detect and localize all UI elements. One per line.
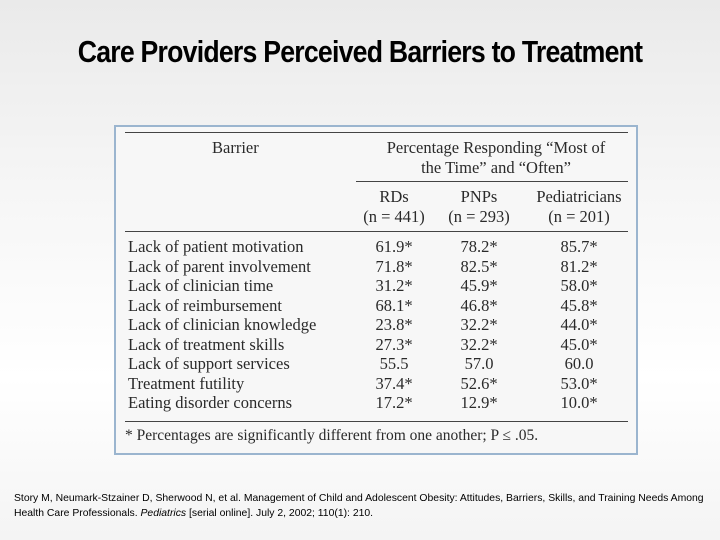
pnps-value: 32.2* — [460, 334, 498, 354]
pediatricians-value: 45.0* — [560, 334, 598, 354]
rds-value: 27.3* — [375, 334, 413, 354]
pnps-value: 45.9* — [460, 276, 498, 295]
citation-journal: Pediatrics — [140, 508, 187, 519]
pnps-value: 82.5* — [460, 256, 498, 276]
pnps-value: 78.2* — [460, 237, 498, 256]
table-bottom-rule — [125, 421, 628, 422]
rds-value: 61.9* — [375, 237, 413, 256]
header-bottom-rule — [125, 231, 628, 232]
col-n-pediatricians: (n = 201) — [548, 207, 610, 226]
pediatricians-value: 45.8* — [560, 295, 598, 315]
citation-text: Story M, Neumark-Stzainer D, Sherwood N,… — [14, 493, 704, 519]
barrier-label: Lack of support services — [128, 354, 290, 373]
citation-details: [serial online]. July 2, 2002; 110(1): 2… — [186, 508, 374, 519]
header-group-rule — [356, 181, 628, 182]
col-n-rds: (n = 441) — [363, 207, 425, 226]
table-top-rule — [125, 132, 628, 133]
barrier-label: Lack of treatment skills — [128, 334, 285, 354]
rds-value: 55.5 — [379, 354, 409, 373]
rds-value: 71.8* — [375, 256, 413, 276]
barrier-label: Eating disorder concerns — [128, 393, 293, 412]
pnps-value: 46.8* — [460, 295, 498, 315]
pediatricians-value: 44.0* — [560, 315, 598, 334]
barrier-label: Treatment futility — [128, 373, 245, 393]
barrier-label: Lack of patient motivation — [128, 237, 304, 256]
pnps-value: 12.9* — [460, 393, 498, 412]
rds-value: 17.2* — [375, 393, 413, 412]
table-footnote: * Percentages are significantly differen… — [125, 427, 539, 444]
header-group-line1: Percentage Responding “Most of — [386, 138, 606, 157]
col-header-pediatricians: Pediatricians — [536, 187, 622, 206]
header-barrier: Barrier — [212, 138, 259, 157]
header-group-line2: the Time” and “Often” — [421, 158, 571, 177]
rds-value: 68.1* — [375, 295, 413, 315]
barrier-label: Lack of clinician knowledge — [128, 315, 317, 334]
pnps-value: 57.0 — [464, 354, 494, 373]
pediatricians-value: 58.0* — [560, 276, 598, 295]
pediatricians-value: 53.0* — [560, 373, 598, 393]
barrier-label: Lack of clinician time — [128, 276, 274, 295]
barrier-label: Lack of reimbursement — [128, 295, 282, 315]
rds-value: 37.4* — [375, 373, 413, 393]
pediatricians-value: 85.7* — [560, 237, 598, 256]
col-header-pnps: PNPs — [460, 187, 498, 206]
slide-title: Care Providers Perceived Barriers to Tre… — [77, 34, 643, 69]
pnps-value: 52.6* — [460, 373, 498, 393]
barriers-table: Barrier Percentage Responding “Most of t… — [114, 125, 638, 455]
barrier-label: Lack of parent involvement — [128, 256, 311, 276]
rds-value: 31.2* — [375, 276, 413, 295]
pnps-value: 32.2* — [460, 315, 498, 334]
pediatricians-value: 10.0* — [560, 393, 598, 412]
pediatricians-value: 81.2* — [560, 256, 598, 276]
citation: Story M, Neumark-Stzainer D, Sherwood N,… — [14, 491, 714, 521]
pediatricians-value: 60.0 — [564, 354, 594, 373]
col-n-pnps: (n = 293) — [448, 207, 510, 226]
col-header-rds: RDs — [379, 187, 409, 206]
rds-value: 23.8* — [375, 315, 413, 334]
